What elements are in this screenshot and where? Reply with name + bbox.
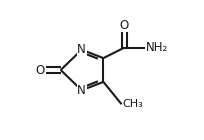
Text: N: N [77, 84, 86, 97]
Text: O: O [36, 64, 45, 76]
Text: N: N [77, 43, 86, 56]
Text: CH₃: CH₃ [122, 99, 143, 109]
Text: O: O [120, 19, 129, 32]
Text: NH₂: NH₂ [146, 41, 168, 54]
